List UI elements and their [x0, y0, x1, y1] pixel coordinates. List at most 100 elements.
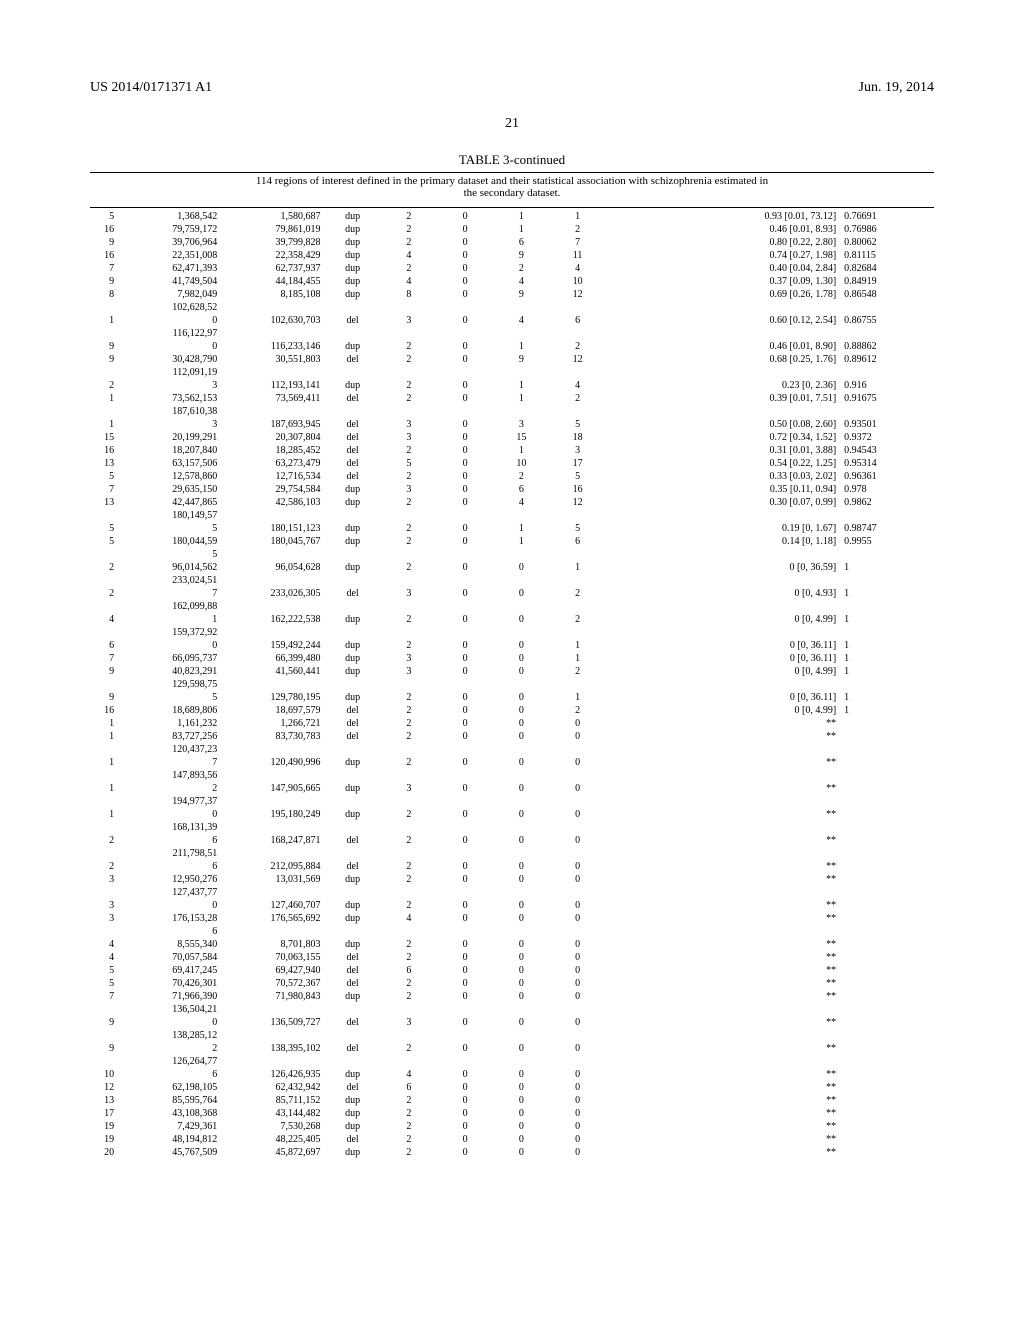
- table-cell: dup: [324, 535, 380, 548]
- table-cell: [324, 509, 380, 522]
- table-cell: [493, 509, 549, 522]
- table-cell: 2: [549, 392, 605, 405]
- table-cell: 2: [381, 561, 437, 574]
- table-cell: 0: [437, 1107, 493, 1120]
- table-cell: 0: [493, 860, 549, 873]
- table-cell: [493, 366, 549, 379]
- table-cell: 0: [493, 1120, 549, 1133]
- table-cell: 3: [118, 379, 221, 392]
- table-cell: **: [606, 873, 840, 886]
- table-cell: 0: [493, 964, 549, 977]
- table-cell: 1,161,232: [118, 717, 221, 730]
- table-cell: 62,737,937: [221, 262, 324, 275]
- table-cell: 29,635,150: [118, 483, 221, 496]
- table-cell: [437, 405, 493, 418]
- table-cell: [90, 1055, 118, 1068]
- table-cell: [221, 327, 324, 340]
- table-cell: 0.94543: [840, 444, 934, 457]
- table-cell: 2: [381, 860, 437, 873]
- table-cell: 4: [381, 249, 437, 262]
- table-cell: 0: [437, 1120, 493, 1133]
- table-cell: [381, 327, 437, 340]
- table-cell: 10: [493, 457, 549, 470]
- table-cell: dup: [324, 808, 380, 821]
- table-cell: 4: [90, 938, 118, 951]
- table-cell: 0.72 [0.34, 1.52]: [606, 431, 840, 444]
- table-cell: [493, 769, 549, 782]
- table-cell: 2: [381, 353, 437, 366]
- table-row: 127,437,77: [90, 886, 934, 899]
- table-cell: 1: [90, 314, 118, 327]
- table-cell: [221, 769, 324, 782]
- table-cell: 1: [493, 522, 549, 535]
- table-cell: 7: [90, 990, 118, 1003]
- table-row: 3176,153,28176,565,692dup4000**: [90, 912, 934, 925]
- table-cell: 0.14 [0, 1.18]: [606, 535, 840, 548]
- table-row: 1520,199,29120,307,804del3015180.72 [0.3…: [90, 431, 934, 444]
- table-cell: [549, 743, 605, 756]
- table-cell: [840, 938, 934, 951]
- table-row: 2045,767,50945,872,697dup2000**: [90, 1146, 934, 1159]
- table-cell: del: [324, 977, 380, 990]
- table-row: 106126,426,935dup4000**: [90, 1068, 934, 1081]
- table-cell: 0.39 [0.01, 7.51]: [606, 392, 840, 405]
- table-row: 197,429,3617,530,268dup2000**: [90, 1120, 934, 1133]
- table-cell: [221, 574, 324, 587]
- table-cell: 18: [549, 431, 605, 444]
- table-cell: 5: [90, 535, 118, 548]
- table-cell: dup: [324, 912, 380, 925]
- table-cell: 0: [493, 1081, 549, 1094]
- table-cell: 0.89612: [840, 353, 934, 366]
- table-cell: [437, 301, 493, 314]
- table-cell: del: [324, 964, 380, 977]
- table-cell: 0: [437, 964, 493, 977]
- table-cell: dup: [324, 938, 380, 951]
- table-cell: 0.95314: [840, 457, 934, 470]
- table-cell: **: [606, 730, 840, 743]
- table-cell: 233,026,305: [221, 587, 324, 600]
- table-cell: 17: [90, 1107, 118, 1120]
- table-cell: 0: [493, 899, 549, 912]
- table-cell: dup: [324, 1094, 380, 1107]
- table-cell: 2: [90, 860, 118, 873]
- table-cell: 0.978: [840, 483, 934, 496]
- table-cell: 0 [0, 36.59]: [606, 561, 840, 574]
- table-cell: [221, 821, 324, 834]
- table-cell: 0: [493, 613, 549, 626]
- table-cell: 62,471,393: [118, 262, 221, 275]
- table-cell: 3: [90, 912, 118, 925]
- table-cell: 5: [90, 522, 118, 535]
- table-cell: [493, 548, 549, 561]
- table-cell: 7: [90, 652, 118, 665]
- table-cell: [606, 795, 840, 808]
- table-cell: 0: [493, 665, 549, 678]
- table-cell: del: [324, 418, 380, 431]
- table-cell: 96,014,562: [118, 561, 221, 574]
- table-cell: [324, 769, 380, 782]
- table-cell: 0: [437, 912, 493, 925]
- table-row: 41162,222,538dup20020 [0, 4.99]1: [90, 613, 934, 626]
- table-cell: [324, 886, 380, 899]
- table-cell: [381, 1055, 437, 1068]
- table-cell: 0.80062: [840, 236, 934, 249]
- table-cell: 2: [381, 496, 437, 509]
- table-cell: 0: [549, 717, 605, 730]
- table-row: 129,598,75: [90, 678, 934, 691]
- table-cell: [549, 886, 605, 899]
- table-cell: [840, 1016, 934, 1029]
- table-cell: 0: [493, 717, 549, 730]
- table-cell: 0: [437, 782, 493, 795]
- table-cell: 180,151,123: [221, 522, 324, 535]
- table-cell: dup: [324, 639, 380, 652]
- table-cell: 233,024,51: [118, 574, 221, 587]
- table-cell: [549, 847, 605, 860]
- table-cell: 7: [90, 262, 118, 275]
- table-cell: 4: [381, 275, 437, 288]
- table-cell: [324, 405, 380, 418]
- table-cell: 0.916: [840, 379, 934, 392]
- table-cell: [840, 977, 934, 990]
- patent-date: Jun. 19, 2014: [859, 80, 934, 96]
- table-cell: dup: [324, 275, 380, 288]
- table-cell: 13: [90, 457, 118, 470]
- table-row: 1743,108,36843,144,482dup2000**: [90, 1107, 934, 1120]
